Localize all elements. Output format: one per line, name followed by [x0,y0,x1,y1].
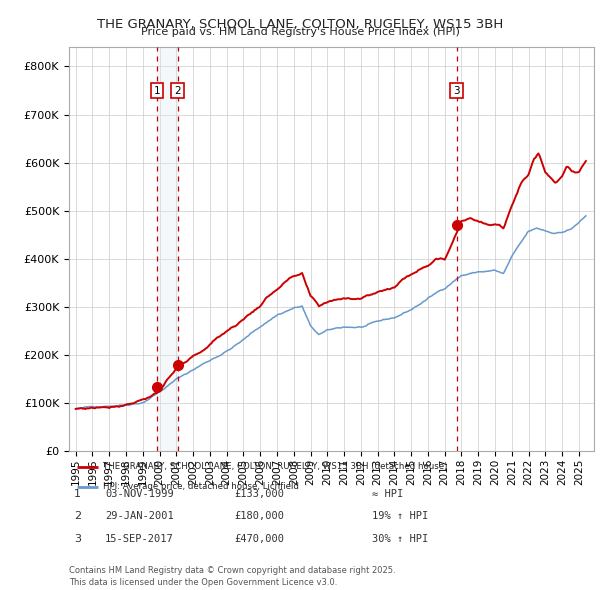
Text: 30% ↑ HPI: 30% ↑ HPI [372,534,428,543]
Bar [157,47,178,451]
Text: 15-SEP-2017: 15-SEP-2017 [105,534,174,543]
Text: 3: 3 [454,86,460,96]
Text: 1: 1 [154,86,160,96]
Text: 19% ↑ HPI: 19% ↑ HPI [372,512,428,521]
Text: ≈ HPI: ≈ HPI [372,489,403,499]
Text: £133,000: £133,000 [234,489,284,499]
Text: 03-NOV-1999: 03-NOV-1999 [105,489,174,499]
Text: 2: 2 [175,86,181,96]
Text: 1: 1 [74,489,81,499]
Text: £470,000: £470,000 [234,534,284,543]
Text: Contains HM Land Registry data © Crown copyright and database right 2025.
This d: Contains HM Land Registry data © Crown c… [69,566,395,587]
Text: THE GRANARY, SCHOOL LANE, COLTON, RUGELEY, WS15 3BH (detached house): THE GRANARY, SCHOOL LANE, COLTON, RUGELE… [103,462,448,471]
Text: HPI: Average price, detached house, Lichfield: HPI: Average price, detached house, Lich… [103,482,299,491]
Text: 2: 2 [74,512,81,521]
Text: Price paid vs. HM Land Registry's House Price Index (HPI): Price paid vs. HM Land Registry's House … [140,27,460,37]
Text: THE GRANARY, SCHOOL LANE, COLTON, RUGELEY, WS15 3BH: THE GRANARY, SCHOOL LANE, COLTON, RUGELE… [97,18,503,31]
Text: 3: 3 [74,534,81,543]
Text: 29-JAN-2001: 29-JAN-2001 [105,512,174,521]
Text: £180,000: £180,000 [234,512,284,521]
